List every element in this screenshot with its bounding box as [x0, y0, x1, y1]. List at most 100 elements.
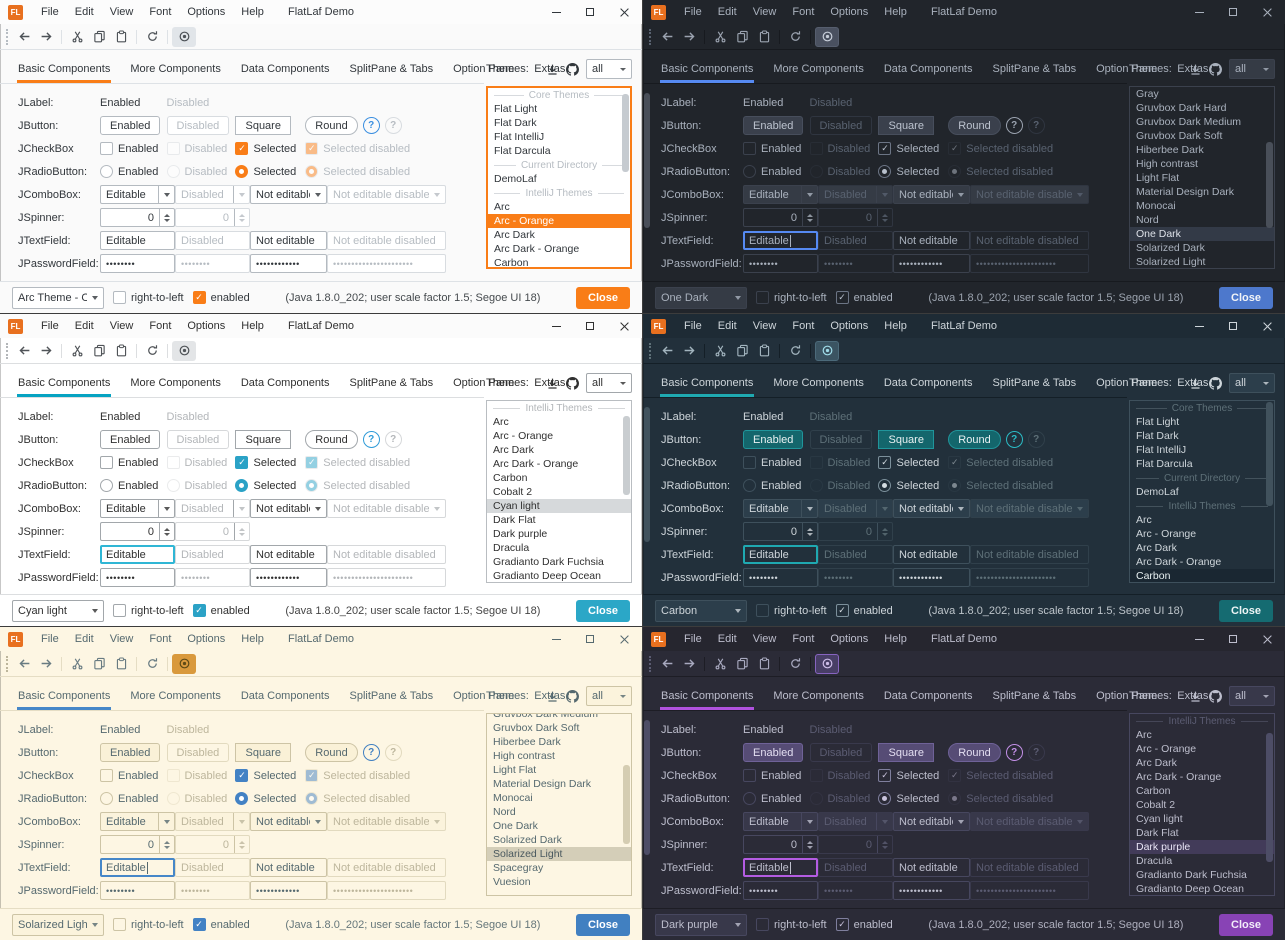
forward-button[interactable]: [35, 341, 57, 361]
jcheckbox-enabled[interactable]: Enabled: [100, 769, 158, 782]
maximize-button[interactable]: [584, 320, 596, 332]
jbutton-round[interactable]: Round: [948, 743, 1001, 762]
jradiobutton-enabled[interactable]: Enabled: [100, 792, 158, 805]
spinner-arrows[interactable]: [159, 209, 174, 226]
maximize-button[interactable]: [1227, 633, 1239, 645]
theme-selector-combo[interactable]: Solarized Light: [12, 913, 104, 936]
tab-extras[interactable]: Extras: [534, 63, 566, 75]
help-button[interactable]: ?: [1005, 431, 1023, 448]
refresh-button[interactable]: [141, 654, 163, 674]
back-button[interactable]: [656, 654, 678, 674]
jpasswordfield[interactable]: ••••••••: [100, 881, 175, 900]
help-button[interactable]: ?: [362, 744, 380, 761]
paste-button[interactable]: [110, 27, 132, 47]
theme-item-cobalt-2[interactable]: Cobalt 2: [1136, 799, 1176, 811]
themes-list-scrollbar[interactable]: [1266, 88, 1273, 267]
spinner-arrows[interactable]: [234, 836, 249, 853]
right-to-left-checkbox[interactable]: right-to-left: [113, 604, 184, 617]
tab-option-pane[interactable]: Option Pane: [453, 63, 515, 75]
jtextfield-editable[interactable]: Editable: [100, 545, 175, 564]
jbutton-round[interactable]: Round: [305, 116, 358, 135]
jcheckbox-selected[interactable]: Selected: [235, 769, 296, 782]
tab-data-components[interactable]: Data Components: [883, 690, 973, 702]
jbutton-enabled[interactable]: Enabled: [743, 430, 804, 449]
jcombobox-editable[interactable]: Editable: [743, 185, 818, 204]
tab-extras[interactable]: Extras: [1177, 63, 1209, 75]
jcombobox-not-editable[interactable]: Not editable: [250, 185, 327, 204]
tab-data-components[interactable]: Data Components: [883, 377, 973, 389]
theme-item-gruvbox-dark-soft[interactable]: Gruvbox Dark Soft: [1136, 130, 1223, 142]
theme-selector-combo[interactable]: Carbon: [655, 599, 747, 622]
theme-selector-combo[interactable]: Cyan light: [12, 599, 104, 622]
jbutton-round[interactable]: Round: [305, 430, 358, 449]
theme-item-arc[interactable]: Arc: [493, 416, 509, 428]
scrollbar-thumb[interactable]: [623, 416, 630, 496]
theme-selector-combo[interactable]: One Dark: [655, 286, 747, 309]
theme-item-arc[interactable]: Arc: [1136, 729, 1152, 741]
right-to-left-checkbox[interactable]: right-to-left: [756, 604, 827, 617]
download-icon[interactable]: [1189, 377, 1202, 390]
close-window-button[interactable]: [1261, 320, 1273, 332]
enabled-checkbox[interactable]: enabled: [192, 604, 250, 617]
show-button[interactable]: [815, 26, 839, 47]
tab-more-components[interactable]: More Components: [130, 377, 221, 389]
jtextfield-not-editable[interactable]: Not editable: [893, 545, 970, 564]
themes-list-scrollbar[interactable]: [623, 715, 630, 894]
jpasswordfield[interactable]: ••••••••: [100, 254, 175, 273]
tab-splitpane-tabs[interactable]: SplitPane & Tabs: [992, 377, 1077, 389]
theme-item-flat-dark[interactable]: Flat Dark: [1136, 430, 1179, 442]
help-button[interactable]: ?: [362, 431, 380, 448]
tab-option-pane[interactable]: Option Pane: [453, 690, 515, 702]
theme-item-dark-purple[interactable]: Dark purple: [493, 528, 548, 540]
theme-item-flat-light[interactable]: Flat Light: [494, 103, 538, 115]
menu-item-file[interactable]: File: [684, 320, 702, 332]
theme-item-carbon[interactable]: Carbon: [493, 472, 528, 484]
toolbar-grip[interactable]: [649, 342, 651, 359]
theme-item-nord[interactable]: Nord: [1136, 214, 1159, 226]
tab-splitpane-tabs[interactable]: SplitPane & Tabs: [349, 63, 434, 75]
menu-item-font[interactable]: Font: [149, 6, 172, 18]
maximize-button[interactable]: [1227, 6, 1239, 18]
menu-item-options[interactable]: Options: [830, 320, 869, 332]
tab-extras[interactable]: Extras: [534, 690, 566, 702]
themes-filter-combo[interactable]: all: [586, 686, 632, 706]
jpasswordfield[interactable]: ••••••••••••: [250, 568, 327, 587]
theme-item-gradianto-dark-fuchsia[interactable]: Gradianto Dark Fuchsia: [1136, 869, 1247, 881]
tab-splitpane-tabs[interactable]: SplitPane & Tabs: [992, 63, 1077, 75]
close-window-button[interactable]: [618, 633, 630, 645]
jpasswordfield[interactable]: ••••••••: [743, 881, 818, 900]
help-button[interactable]: ?: [384, 117, 402, 134]
menu-item-options[interactable]: Options: [187, 6, 226, 18]
theme-item-light-flat[interactable]: Light Flat: [1136, 172, 1180, 184]
help-button[interactable]: ?: [362, 117, 380, 134]
jcombobox-editable[interactable]: Editable: [100, 499, 175, 518]
menu-item-view[interactable]: View: [109, 633, 134, 645]
tab-data-components[interactable]: Data Components: [240, 690, 330, 702]
forward-button[interactable]: [35, 654, 57, 674]
tab-more-components[interactable]: More Components: [773, 690, 864, 702]
scrollbar-thumb[interactable]: [1266, 732, 1273, 862]
jradiobutton-selected[interactable]: Selected: [878, 792, 939, 805]
copy-button[interactable]: [88, 27, 110, 47]
theme-item-gruvbox-dark-soft[interactable]: Gruvbox Dark Soft: [493, 722, 580, 734]
toolbar-grip[interactable]: [6, 342, 8, 359]
theme-item-demolaf[interactable]: DemoLaf: [494, 173, 537, 185]
tab-splitpane-tabs[interactable]: SplitPane & Tabs: [992, 690, 1077, 702]
refresh-button[interactable]: [784, 341, 806, 361]
show-button[interactable]: [815, 340, 839, 361]
jcheckbox-enabled[interactable]: Enabled: [743, 142, 801, 155]
maximize-button[interactable]: [584, 6, 596, 18]
theme-item-solarized-light[interactable]: Solarized Light: [1136, 256, 1206, 268]
close-dialog-button[interactable]: Close: [1219, 286, 1273, 309]
theme-selector-combo[interactable]: Arc Theme - O...: [12, 286, 104, 309]
menu-item-view[interactable]: View: [752, 6, 777, 18]
jcheckbox-selected[interactable]: Selected: [235, 142, 296, 155]
tab-more-components[interactable]: More Components: [130, 690, 221, 702]
jpasswordfield[interactable]: ••••••••: [743, 254, 818, 273]
theme-item-gradianto-deep-ocean[interactable]: Gradianto Deep Ocean: [493, 570, 601, 582]
menu-item-font[interactable]: Font: [149, 320, 172, 332]
download-icon[interactable]: [546, 377, 559, 390]
right-to-left-checkbox[interactable]: right-to-left: [113, 918, 184, 931]
menu-item-view[interactable]: View: [752, 633, 777, 645]
theme-item-solarized-light[interactable]: Solarized Light: [487, 847, 631, 861]
